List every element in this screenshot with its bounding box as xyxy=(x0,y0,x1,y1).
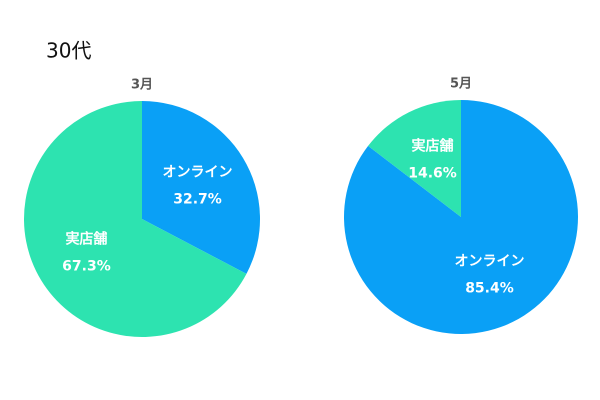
value-label: 14.6% xyxy=(408,165,457,181)
chart-title: 3月 xyxy=(131,78,153,93)
pie-slice xyxy=(368,99,461,217)
slice-label: オンライン xyxy=(163,164,233,180)
pie-slice xyxy=(24,101,247,337)
chart-title: 5月 xyxy=(450,77,472,92)
pie-slice xyxy=(142,101,260,274)
value-label: 67.3% xyxy=(62,259,111,275)
slice-label: オンライン xyxy=(454,254,524,270)
slice-label: 実店舗 xyxy=(65,231,107,248)
page-title: 30代 xyxy=(46,39,91,63)
value-label: 85.4% xyxy=(465,281,514,297)
value-label: 32.7% xyxy=(173,191,222,207)
slice-label: 実店舗 xyxy=(412,137,454,154)
